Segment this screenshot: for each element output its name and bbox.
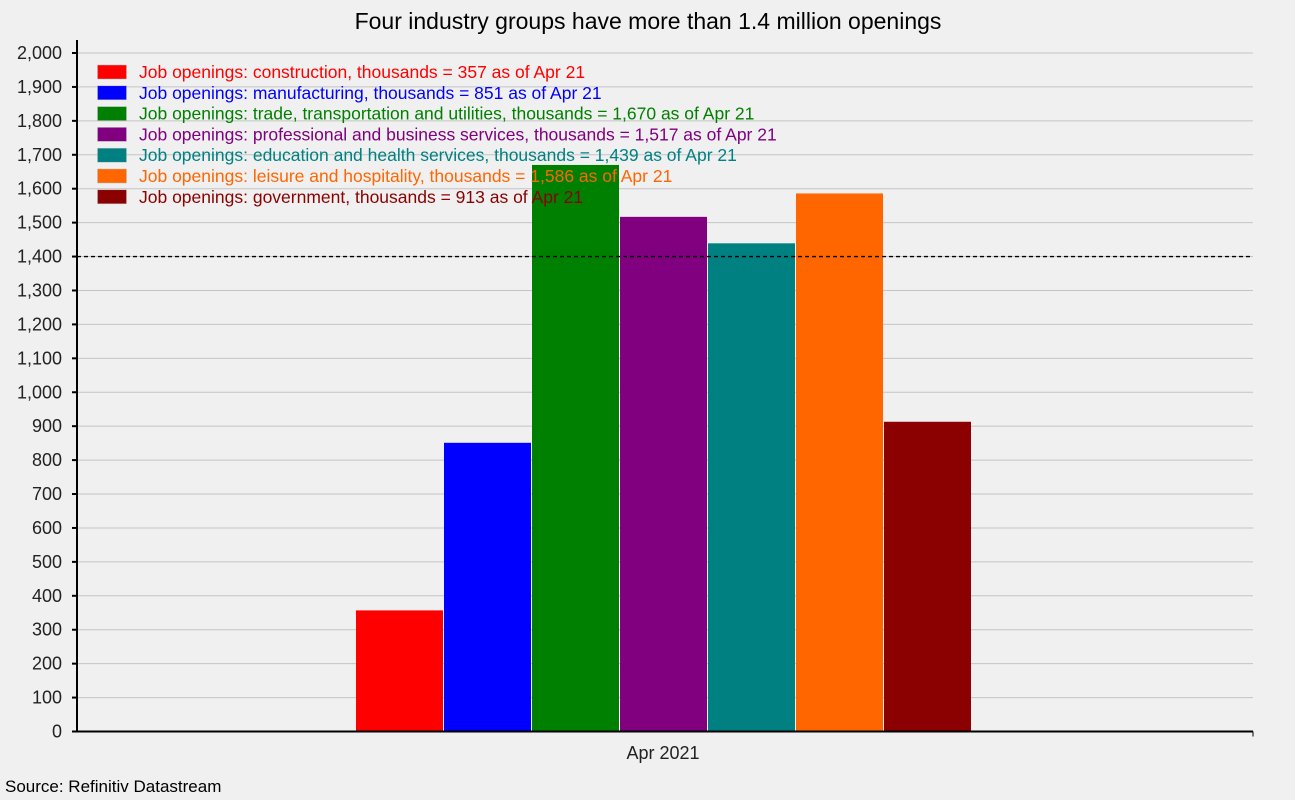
legend-swatch <box>97 64 127 80</box>
legend: Job openings: construction, thousands = … <box>97 62 777 207</box>
legend-swatch <box>97 189 127 205</box>
legend-swatch <box>97 85 127 101</box>
y-tick-label: 1,400 <box>17 247 62 267</box>
legend-swatch <box>97 168 127 184</box>
y-tick-labels: 0 100 200 300 400 500 600 700 800 900 1,000 1,100 1,… <box>17 43 62 742</box>
y-tick-label: 400 <box>32 586 62 606</box>
legend-label: Job openings: trade, transportation and … <box>139 104 754 124</box>
y-tick-label: 600 <box>32 518 62 538</box>
y-tick-label: 200 <box>32 654 62 674</box>
y-tick-label: 700 <box>32 484 62 504</box>
y-tick-label: 1,700 <box>17 145 62 165</box>
x-tick-label: Apr 2021 <box>626 743 699 763</box>
chart-title: Four industry groups have more than 1.4 … <box>355 8 942 34</box>
legend-label: Job openings: construction, thousands = … <box>139 62 585 82</box>
y-tick-label: 800 <box>32 450 62 470</box>
y-tick-label: 2,000 <box>17 43 62 63</box>
y-tick-label: 1,000 <box>17 382 62 402</box>
source-note: Source: Refinitiv Datastream <box>5 777 221 796</box>
y-tick-label: 300 <box>32 620 62 640</box>
y-tick-label: 1,600 <box>17 179 62 199</box>
y-tick-label: 500 <box>32 552 62 572</box>
legend-swatch <box>97 127 127 142</box>
y-tick-label: 1,900 <box>17 77 62 97</box>
y-tick-label: 0 <box>52 722 62 742</box>
y-tick-label: 900 <box>32 416 62 436</box>
y-tick-label: 1,800 <box>17 111 62 131</box>
bar-7 <box>884 421 971 732</box>
y-tick-label: 1,100 <box>17 348 62 368</box>
bar-3 <box>532 164 619 732</box>
y-tick-label: 100 <box>32 688 62 708</box>
bar-2 <box>444 442 531 732</box>
y-tick-label: 1,200 <box>17 314 62 334</box>
bar-4 <box>620 216 707 732</box>
bar-6 <box>796 193 883 732</box>
bar-1 <box>356 610 443 732</box>
legend-label: Job openings: professional and business … <box>139 124 777 144</box>
legend-label: Job openings: leisure and hospitality, t… <box>139 166 672 186</box>
legend-label: Job openings: education and health servi… <box>139 145 737 165</box>
axes <box>72 40 1254 737</box>
y-tick-label: 1,300 <box>17 280 62 300</box>
legend-label: Job openings: government, thousands = 91… <box>139 187 583 207</box>
legend-label: Job openings: manufacturing, thousands =… <box>139 83 602 103</box>
bar-5 <box>708 243 795 732</box>
y-tick-label: 1,500 <box>17 213 62 233</box>
legend-swatch <box>97 147 127 163</box>
bars <box>356 164 971 732</box>
legend-swatch <box>97 106 127 121</box>
